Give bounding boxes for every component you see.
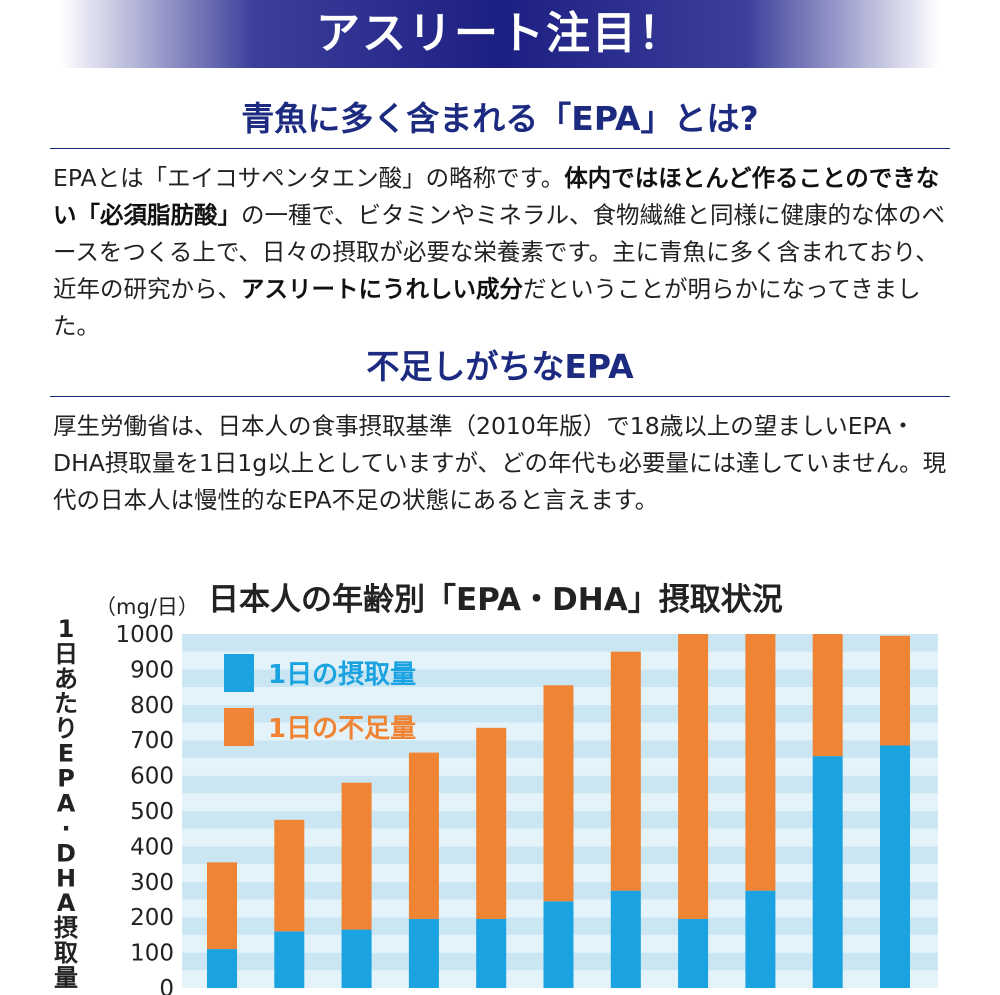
bar-shortage	[745, 634, 776, 891]
bar-shortage	[274, 819, 305, 932]
section-body-epa: EPAとは「エイコサペンタエン酸」の略称です。体内ではほとんど作ることのできない…	[53, 160, 953, 345]
bar-shortage	[207, 862, 237, 950]
y-tick-label: 400	[130, 834, 174, 860]
bar-intake	[408, 918, 439, 988]
y-axis-label: 1 日あたり E P A · D H A 摂取量	[54, 615, 78, 992]
bar-intake	[341, 929, 372, 988]
legend-label: 1日の不足量	[268, 714, 416, 744]
body-text: EPAとは「エイコサペンタエン酸」の略称です。	[53, 164, 565, 192]
legend-label: 1日の摂取量	[268, 659, 416, 690]
bar-intake	[274, 931, 305, 988]
y-tick-label: 800	[130, 693, 174, 719]
section-body-shortage: 厚生労働省は、日本人の食事摂取基準（2010年版）で18歳以上の望ましいEPA・…	[53, 412, 947, 514]
y-tick-label: 600	[130, 764, 174, 790]
banner-title: アスリート注目！	[316, 8, 684, 59]
bar-shortage	[610, 651, 641, 891]
y-tick-label: 500	[130, 799, 174, 825]
bar-intake	[543, 901, 574, 988]
y-tick-label: 300	[130, 870, 174, 896]
y-tick-label: 100	[130, 941, 174, 967]
y-tick-label: 700	[130, 728, 174, 754]
bar-shortage	[543, 685, 574, 902]
body-text: の一種で、ビタミンやミネラル、食物繊維と同様に健康的な体のベースをつくる上で、日…	[53, 201, 946, 303]
emphasis-text: 体内ではほとんど作ることのできない「必須脂肪酸」	[53, 164, 940, 229]
bar-shortage	[880, 635, 910, 746]
y-tick-label: 200	[130, 905, 174, 931]
bar-intake	[207, 949, 237, 988]
bar-shortage	[341, 782, 372, 930]
bar-shortage	[408, 752, 439, 919]
chart-title: 日本人の年齢別「EPA・DHA」摂取状況	[208, 582, 783, 618]
legend-swatch	[224, 708, 254, 746]
y-tick-label: 0	[159, 976, 174, 995]
bar-intake	[880, 745, 910, 988]
section-heading-shortage: 不足しがちなEPA	[50, 340, 950, 397]
y-tick-label: 1000	[115, 622, 174, 648]
y-axis-unit: （mg/日）	[95, 595, 199, 619]
bar-shortage	[476, 727, 507, 919]
section-heading-epa: 青魚に多く含まれる「EPA」とは?	[50, 92, 950, 149]
y-tick-label: 900	[130, 657, 174, 683]
bar-intake	[678, 918, 709, 988]
legend-swatch	[224, 654, 254, 692]
bar-intake	[812, 756, 843, 988]
epa-dha-intake-chart: 0 100 200 300 400 500 600 700 800 900 1000 （mg/日） 日本…	[54, 582, 938, 995]
title-banner: アスリート注目！	[60, 0, 940, 68]
bar-intake	[476, 918, 507, 988]
bar-shortage	[678, 634, 709, 919]
bar-intake	[610, 890, 641, 988]
emphasis-text: アスリートにうれしい成分	[241, 275, 523, 303]
bar-intake	[745, 890, 776, 988]
bar-shortage	[812, 634, 843, 757]
body-text: だということが明らかになってきました。	[53, 275, 921, 340]
